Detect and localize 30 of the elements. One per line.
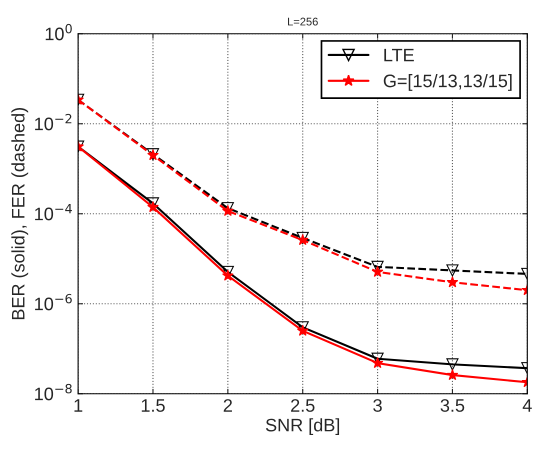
point xyxy=(446,276,458,288)
x-tick-label: 1 xyxy=(74,399,82,412)
y-tick-label: 10$^{−2}$ xyxy=(35,114,72,130)
x-tick-label: 3 xyxy=(373,399,382,412)
point xyxy=(222,270,234,281)
point xyxy=(372,266,384,277)
chart-title: L=256 xyxy=(288,18,318,26)
point xyxy=(446,358,459,370)
legend-label: LTE xyxy=(384,48,414,62)
y-axis-title: BER (solid), FER (dashed) xyxy=(11,108,28,320)
point xyxy=(296,324,309,336)
x-tick-label: 1.5 xyxy=(142,399,165,412)
point xyxy=(296,234,309,246)
y-tick-label: 10$^{−4}$ xyxy=(35,204,72,220)
point xyxy=(222,202,234,214)
y-tick-label: 10$^{0}$ xyxy=(46,24,72,40)
y-tick-label: 10$^{−8}$ xyxy=(35,384,72,400)
point xyxy=(296,232,309,244)
y-tick-label: 10$^{−6}$ xyxy=(35,294,72,310)
x-tick-label: 3.5 xyxy=(440,399,464,412)
x-tick-label: 2 xyxy=(224,399,232,412)
x-axis-title: SNR [dB] xyxy=(266,418,340,436)
x-tick-label: 4 xyxy=(522,399,532,412)
point xyxy=(446,264,459,277)
point xyxy=(147,201,159,212)
legend-label: G=[15/13,13/15] xyxy=(384,74,512,91)
point xyxy=(372,357,384,368)
x-tick-label: 2.5 xyxy=(291,399,315,412)
point xyxy=(222,204,234,216)
point xyxy=(446,369,458,380)
